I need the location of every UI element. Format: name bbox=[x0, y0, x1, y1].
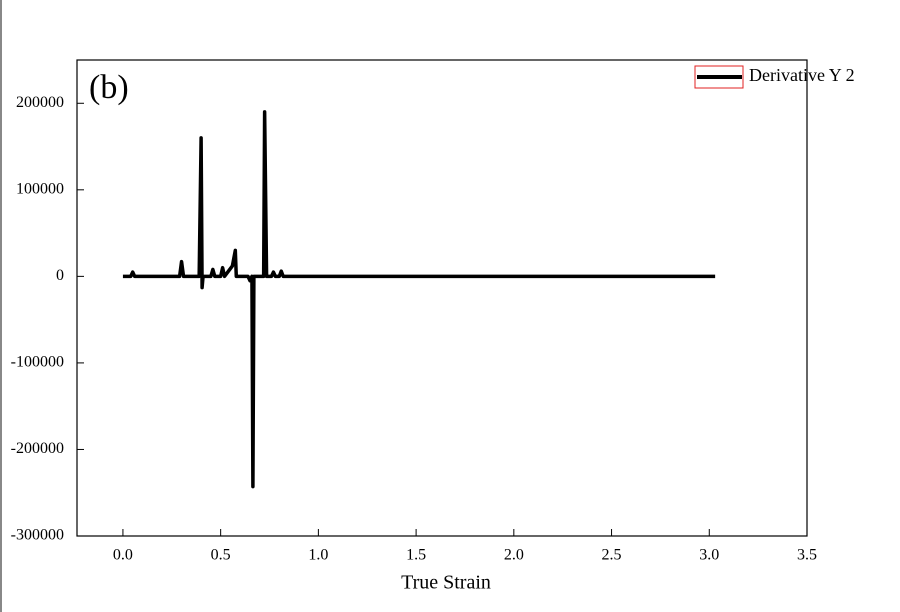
data-line bbox=[122, 110, 716, 489]
x-tick-label: 1.0 bbox=[308, 547, 328, 564]
y-tick-label: 0 bbox=[56, 267, 64, 284]
y-tick-label: 200000 bbox=[16, 94, 64, 111]
y-tick-label: -300000 bbox=[11, 527, 64, 544]
annotation: (b) bbox=[89, 69, 129, 106]
x-tick-label: 3.0 bbox=[699, 547, 719, 564]
x-tick-label: 2.0 bbox=[504, 547, 524, 564]
y-tick-label: 100000 bbox=[16, 180, 64, 197]
legend-selection bbox=[694, 65, 744, 89]
x-tick-label: 0.5 bbox=[211, 547, 231, 564]
plot-frame bbox=[76, 59, 808, 537]
x-tick-label: 2.5 bbox=[602, 547, 622, 564]
x-tick-label: 1.5 bbox=[406, 547, 426, 564]
x-tick-label: 3.5 bbox=[797, 547, 817, 564]
y-tick-label: -100000 bbox=[11, 354, 64, 371]
x-tick-label: 0.0 bbox=[113, 547, 133, 564]
y-tick-label: -200000 bbox=[11, 440, 64, 457]
x-axis-label: True Strain bbox=[401, 572, 491, 594]
legend-label: Derivative Y 2 bbox=[749, 65, 855, 85]
